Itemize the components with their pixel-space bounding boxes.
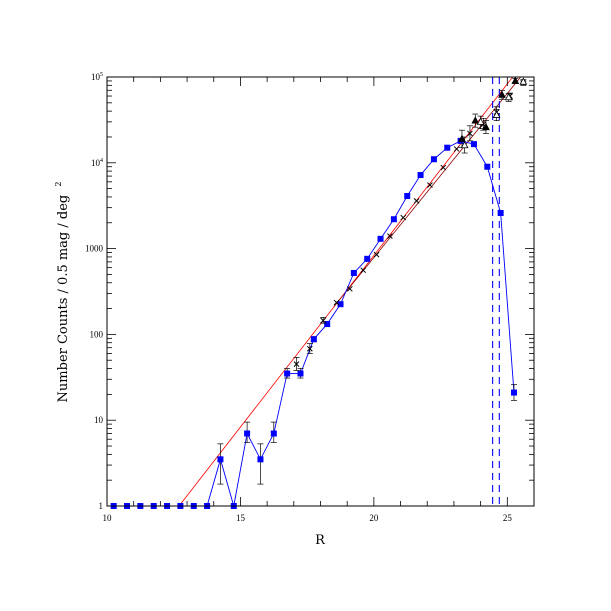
series-2-point-2-stroke-b [306,345,313,352]
series-2-point-8 [387,233,393,239]
series-2-point-11-stroke-b [427,182,433,188]
y-tick-label-base: 10 [91,72,101,82]
series-3 [458,76,520,149]
y-tick-label-base: 10 [94,415,104,425]
y-tick-label-10000: 104 [91,158,103,168]
series-1-point-18 [337,301,344,308]
series-2-point-2 [306,345,313,352]
series-1-point-12 [257,456,264,463]
series-2-point-7 [373,251,380,258]
series-1-point-15 [297,370,304,377]
series-4-point-3 [492,110,501,118]
series-4-point-5 [519,77,528,85]
y-tick-label-base: 100 [90,329,104,339]
x-tick-label-25: 25 [503,513,513,523]
y-tick-label-exponent: 5 [100,72,103,78]
series-2-point-4-stroke-b [333,299,340,306]
series-2-point-9 [400,214,407,221]
series-2-point-1-stroke-b [293,361,300,368]
series-2-point-10 [413,198,420,204]
y-tick-label-base: 1000 [85,244,104,254]
series-2-point-3 [320,317,327,324]
series-3-point-3 [482,122,490,131]
series-4 [460,77,528,154]
series-2-point-12-stroke-b [440,164,447,171]
series-2-point-13 [453,146,460,152]
series-2-point-8-stroke-b [387,233,393,239]
series-2-point-14 [467,130,473,137]
series-1-point-24 [417,172,424,179]
series-1-point-20 [364,255,371,262]
series-1-point-13 [270,430,277,437]
series-1-point-11 [244,430,251,437]
series-2-point-10-stroke-b [413,198,420,204]
series-2-point-6 [360,267,367,274]
y-tick-label-1: 1 [99,501,104,511]
series-3-point-5 [511,76,520,84]
series-4-point-2 [476,117,485,125]
x-axis-label: R [315,533,326,548]
series-2-point-5 [347,285,353,292]
y-tick-label-1000: 1000 [85,244,104,254]
series-1-point-29 [484,163,491,170]
series-1-point-21 [377,235,384,242]
series-2-point-6-stroke-b [360,267,367,274]
series-1-point-22 [390,216,397,223]
series-2-point-14-stroke-b [467,130,473,137]
y-tick-label-base: 10 [91,158,101,168]
series-4-point-1 [460,140,469,149]
series-1-point-30 [497,209,504,216]
series-2-point-3-stroke-b [320,317,327,324]
series-1-point-25 [430,156,437,163]
y-tick-label-exponent: 4 [100,158,103,164]
x-tick-label-10: 10 [103,513,113,523]
series-1-point-17 [324,321,331,328]
series-3-point-2 [471,116,480,124]
series-3-point-4 [498,90,506,98]
y-axis-label: Number Counts / 0.5 mag / deg 2 [54,182,71,403]
y-tick-label-base: 1 [99,501,104,511]
series-1-point-26 [444,144,451,151]
x-tick-label-20: 20 [369,513,379,523]
series-1-point-14 [284,370,291,377]
series-4-point-4 [504,92,513,101]
series-2-point-11 [427,182,433,188]
y-axis-label-text: Number Counts / 0.5 mag / deg [56,195,71,403]
series-2-point-5-stroke-b [347,285,353,292]
y-tick-label-10: 10 [94,415,104,425]
series-1-point-28 [470,141,477,148]
series-2-point-12 [440,164,447,171]
series-3-point-1 [458,134,466,142]
series-1-point-31 [510,389,517,396]
y-tick-label-100: 100 [90,329,104,339]
series-1-point-23 [404,193,411,200]
x-tick-label-15: 15 [236,513,246,523]
series-2-point-1 [293,361,300,368]
series-1-point-9 [217,456,224,463]
series-2-point-13-stroke-b [453,146,460,152]
series-1-point-19 [350,269,357,276]
y-axis-label-superscript: 2 [54,182,63,187]
series-1-point-16 [310,336,317,343]
series-2-point-9-stroke-b [400,214,407,221]
y-tick-label-100000: 105 [91,72,103,82]
series-2-point-7-stroke-b [373,251,380,258]
series-2-point-4 [333,299,340,306]
